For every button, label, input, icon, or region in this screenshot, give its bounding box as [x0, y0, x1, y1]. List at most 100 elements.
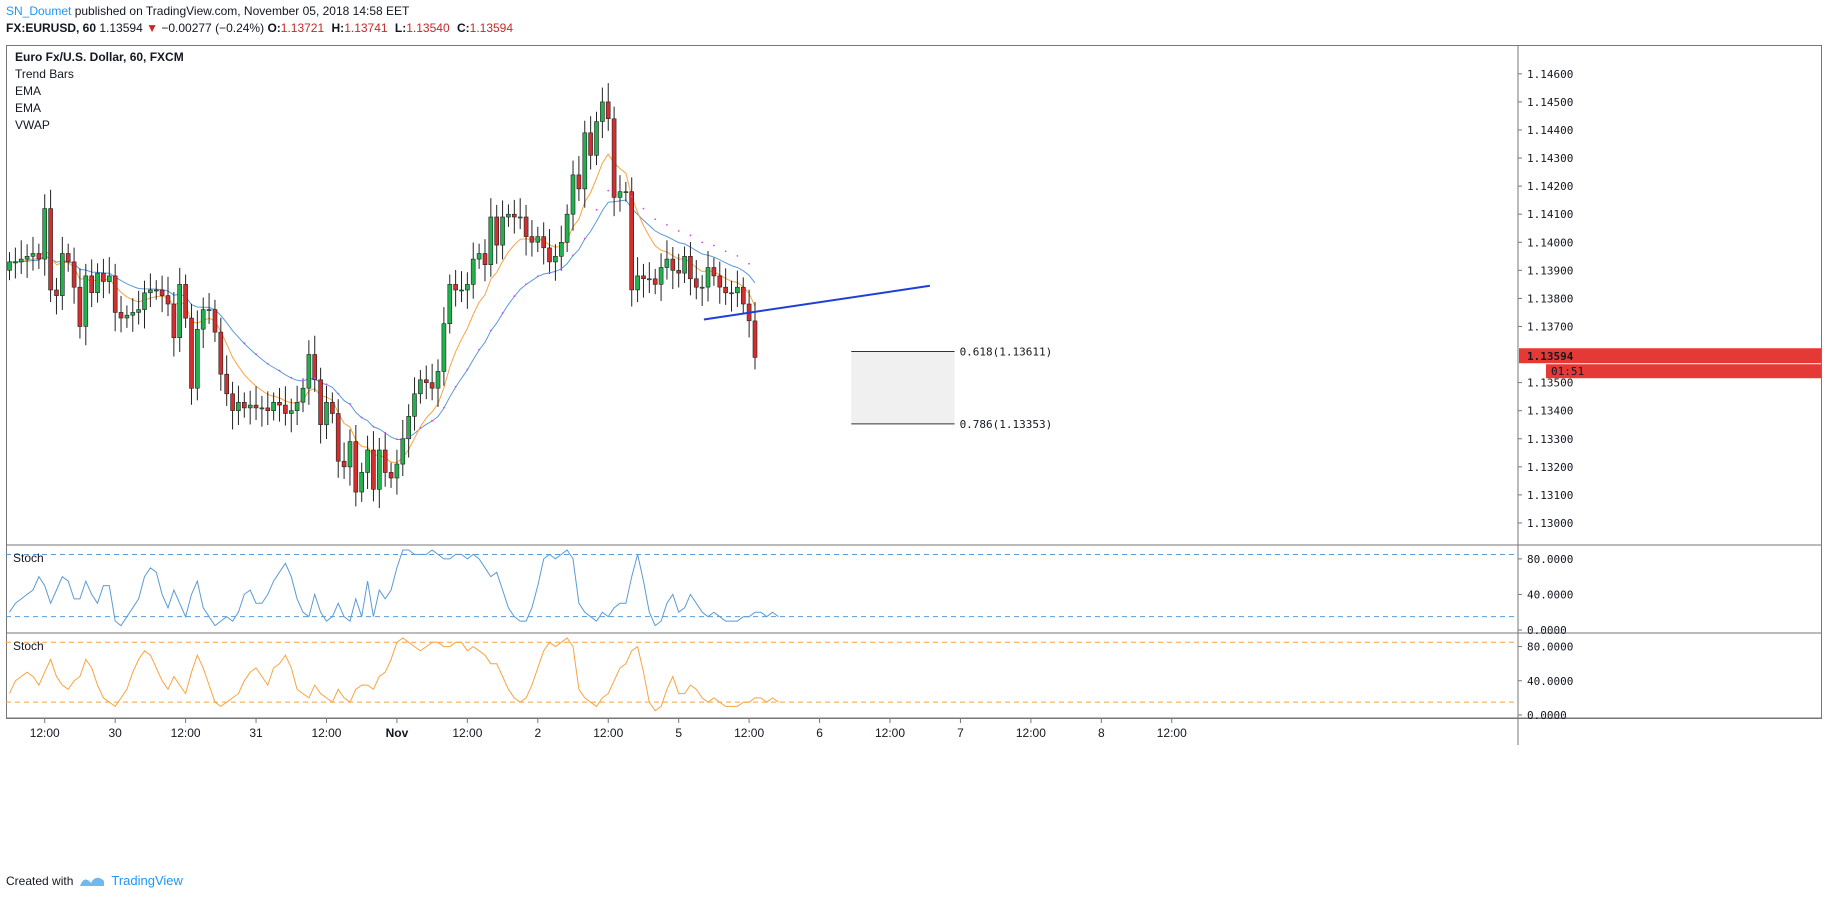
- publish-info: SN_Doumet published on TradingView.com, …: [6, 4, 409, 20]
- price-tick-label: 1.13400: [1527, 405, 1573, 418]
- candle: [195, 310, 200, 401]
- candle: [623, 181, 629, 202]
- chart-area[interactable]: 0.618(1.13611)0.786(1.13353) Stoch 80.000…: [6, 45, 1822, 863]
- candle-body: [288, 410, 294, 414]
- candle-body: [600, 101, 605, 122]
- time-tick-label: 30: [108, 726, 122, 740]
- vwap-dot: [595, 208, 598, 211]
- high-value: 1.13741: [344, 21, 388, 35]
- legend-title: Euro Fx/U.S. Dollar, 60, FXCM: [15, 50, 184, 64]
- candle: [400, 419, 406, 477]
- price-tick-label: 1.14600: [1527, 68, 1573, 81]
- candle: [247, 390, 253, 425]
- time-axis[interactable]: 12:00 30 12:00 31 12:00 Nov 12:00 2 12:00 5 12:00 6…: [30, 718, 1187, 740]
- vwap-dot: [419, 427, 422, 430]
- candle-body: [735, 286, 740, 294]
- price-axis[interactable]: 1.14600 1.14500 1.14400 1.14300 1.14200 1.141…: [1518, 68, 1821, 530]
- legend-trend-bars: Trend Bars: [15, 67, 74, 81]
- vwap-dot: [630, 195, 633, 198]
- candle-body: [347, 441, 353, 468]
- time-tick-label: 12:00: [593, 726, 623, 740]
- time-tick-label: 12:00: [171, 726, 201, 740]
- symbol-label: FX:EURUSD, 60: [6, 21, 97, 35]
- candle-body: [130, 312, 136, 316]
- price-pane[interactable]: 0.618(1.13611) 0.786(1.13353): [7, 83, 1053, 509]
- candle-body: [429, 382, 435, 389]
- candle: [641, 263, 646, 298]
- candle: [394, 449, 400, 495]
- candle-body: [682, 256, 687, 274]
- candle-body: [658, 267, 664, 285]
- vwap-dot: [278, 369, 281, 372]
- stoch-pane-1[interactable]: Stoch 80.0000 40.0000 0.0000: [6, 549, 1573, 637]
- candle: [441, 307, 447, 386]
- time-tick-label: 12:00: [1016, 726, 1046, 740]
- price-tick-label: 1.14100: [1527, 208, 1573, 221]
- candle-body: [65, 253, 71, 263]
- price-tick-label: 1.13700: [1527, 320, 1573, 333]
- vwap-dot: [407, 436, 410, 438]
- candle: [670, 247, 676, 290]
- candle: [511, 199, 517, 234]
- candle-body: [723, 286, 728, 294]
- candle-body: [330, 401, 335, 414]
- candle-body: [376, 449, 382, 490]
- candle-body: [253, 404, 259, 409]
- candle-body: [71, 261, 77, 288]
- vwap-dot: [384, 431, 387, 434]
- vwap-dot: [243, 342, 246, 345]
- vwap-dot: [266, 362, 269, 365]
- candle-body: [365, 449, 370, 473]
- candle: [177, 267, 182, 353]
- author-link[interactable]: SN_Doumet: [6, 4, 72, 18]
- candle-body: [165, 295, 171, 305]
- close-value: 1.13594: [469, 21, 514, 35]
- stoch-label: Stoch: [13, 639, 44, 653]
- candle: [506, 204, 511, 227]
- stoch-line: [9, 637, 779, 712]
- candle: [418, 369, 423, 404]
- vwap-dot: [525, 283, 527, 285]
- low-value: 1.13540: [406, 21, 450, 35]
- candle-body: [441, 323, 447, 372]
- candle: [265, 391, 271, 425]
- candle-body: [183, 284, 188, 319]
- time-tick-label: 8: [1098, 726, 1105, 740]
- stoch-pane-2[interactable]: Stoch 80.0000 40.0000 0.0000: [6, 637, 1573, 722]
- vwap-dot: [536, 275, 539, 278]
- fib-zone[interactable]: [851, 351, 955, 424]
- trendline[interactable]: [703, 284, 931, 321]
- candle-body: [535, 236, 541, 243]
- stoch-tick-label: 80.0000: [1527, 553, 1573, 566]
- candle: [723, 268, 728, 305]
- candle-body: [547, 247, 552, 263]
- tradingview-link[interactable]: TradingView: [111, 873, 183, 888]
- candle: [664, 240, 670, 280]
- candle: [646, 262, 652, 294]
- candle-body: [465, 284, 470, 291]
- candle-body: [30, 253, 36, 257]
- time-tick-label: 12:00: [452, 726, 482, 740]
- candle: [629, 177, 635, 307]
- vwap-dot: [607, 189, 610, 192]
- candle-body: [101, 272, 106, 282]
- candle-body: [24, 256, 30, 260]
- candle: [324, 385, 329, 440]
- candle: [277, 387, 282, 422]
- candle-body: [594, 121, 599, 156]
- candle: [635, 257, 640, 303]
- fib-786-label: 0.786(1.13353): [960, 418, 1053, 431]
- candle-body: [629, 191, 635, 291]
- candle: [59, 236, 65, 310]
- candle-body: [335, 413, 341, 462]
- stoch-tick-label: 0.0000: [1527, 624, 1567, 637]
- candle: [535, 226, 541, 253]
- vwap-dot: [501, 312, 504, 314]
- candle-body: [89, 275, 94, 293]
- vwap-dot: [349, 403, 351, 405]
- candle: [335, 399, 341, 478]
- candle-body: [259, 407, 265, 410]
- candle: [206, 293, 212, 324]
- candle: [71, 247, 77, 304]
- candle-body: [617, 191, 623, 198]
